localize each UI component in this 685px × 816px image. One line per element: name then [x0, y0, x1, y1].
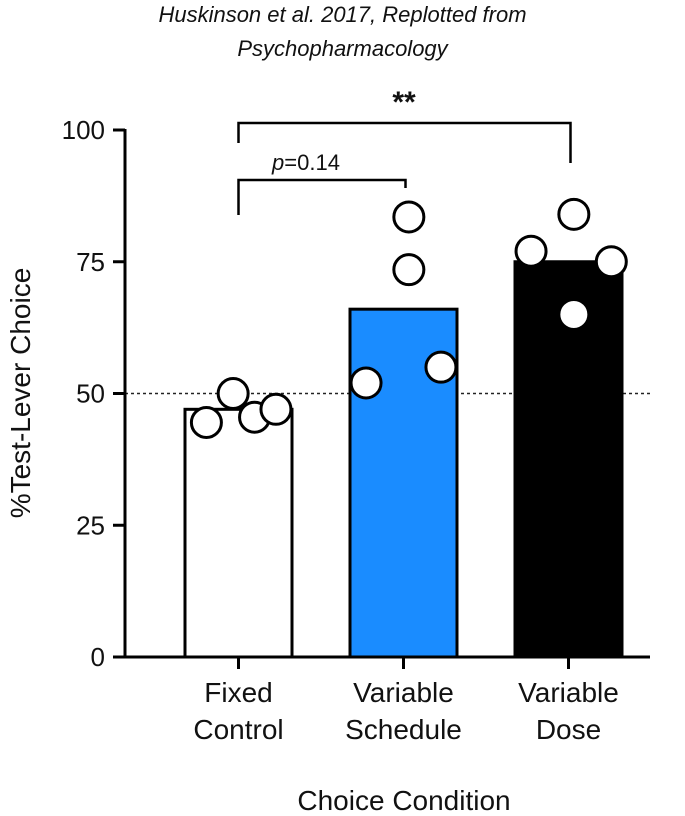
bracket-label-stars: **	[392, 86, 416, 119]
x-tick-label-1-line1: Variable	[353, 677, 454, 708]
x-tick-label-1-line2: Schedule	[345, 714, 462, 745]
data-point-1-3	[424, 350, 458, 384]
bar-0	[183, 407, 294, 659]
data-point-1-2	[349, 366, 383, 400]
y-tick-label-50: 50	[76, 379, 105, 409]
y-tick-label-75: 75	[76, 247, 105, 277]
y-axis-title: %Test-Lever Choice	[5, 268, 36, 519]
data-point-0-1	[216, 377, 250, 410]
data-point-0-3	[259, 392, 293, 426]
data-point-1-1	[392, 253, 426, 287]
x-axis-title: Choice Condition	[297, 785, 510, 816]
bracket-fixed-vs-dose	[237, 121, 572, 163]
x-tick-label-2-line2: Dose	[536, 714, 601, 745]
x-tick-label-0-line2: Control	[193, 714, 283, 745]
data-point-2-3	[594, 245, 628, 279]
x-tick-label-0-line1: Fixed	[204, 677, 272, 708]
x-tick-label-2-line1: Variable	[518, 677, 619, 708]
data-point-1-0	[392, 200, 426, 234]
data-point-2-0	[514, 234, 548, 268]
chart-title-line1: Huskinson et al. 2017, Replotted from	[158, 2, 527, 27]
y-tick-label-0: 0	[91, 642, 105, 672]
bracket-label-p: p=0.14	[271, 150, 340, 175]
y-tick-label-100: 100	[62, 115, 105, 145]
data-point-2-1	[557, 197, 591, 231]
bracket-fixed-vs-schedule	[237, 178, 407, 215]
data-point-2-2	[557, 297, 591, 331]
data-point-0-0	[189, 405, 223, 439]
y-tick-label-25: 25	[76, 510, 105, 540]
chart-title-line2: Psychopharmacology	[237, 36, 448, 61]
